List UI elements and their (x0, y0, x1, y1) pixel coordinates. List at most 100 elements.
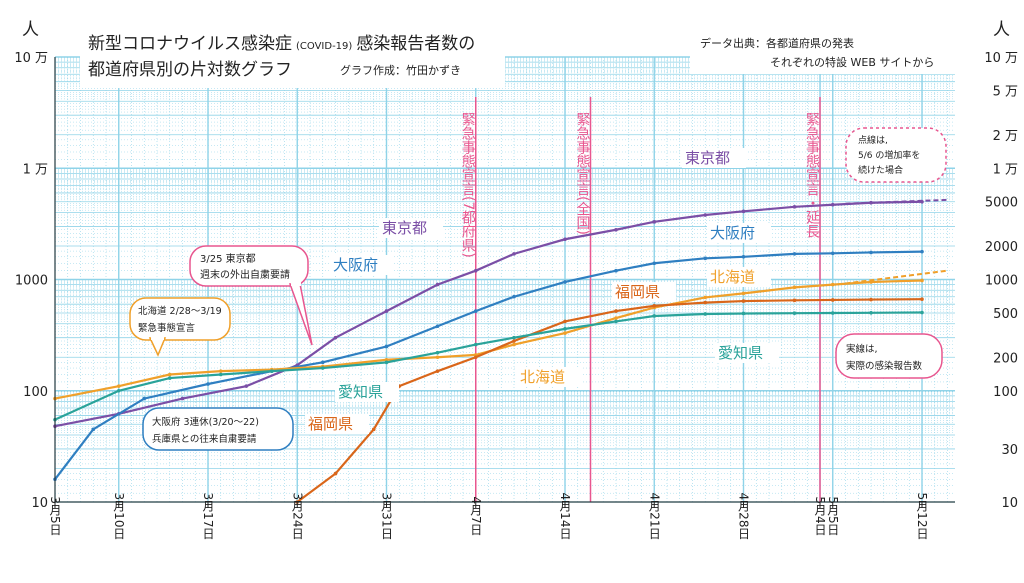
series-point (920, 278, 924, 283)
series-point (473, 342, 478, 347)
series-point (435, 350, 440, 355)
source-line1: データ出典：各都道府県の発表 (700, 36, 854, 50)
y-tick-right: 10 万 (984, 51, 1018, 66)
series-point (741, 209, 746, 214)
x-tick-label: 3月5日 (48, 496, 62, 535)
x-tick-label: 3月24日 (290, 493, 304, 540)
series-point (269, 369, 274, 373)
x-tick-label: 5月12日 (915, 493, 929, 540)
dotted-note-line2: 5/6 の増加率を (858, 149, 920, 161)
series-label-bg (379, 218, 443, 238)
title-line2: 都道府県別の片対数グラフ (88, 60, 292, 80)
callout-tokyo-request: 3/25 東京都 週末の外出自粛要請 (189, 245, 313, 346)
series-point (741, 254, 746, 259)
y-tick-right: 100 (993, 385, 1018, 400)
y-tick-left: 100 (23, 385, 48, 400)
data-source: データ出典：各都道府県の発表 それぞれの特設 WEB サイトから (690, 30, 960, 74)
y-tick-left: 10 万 (14, 51, 48, 66)
series-point (652, 314, 657, 318)
chart-title: 新型コロナウイルス感染症 (COVID-19) 感染報告者数の 都道府県別の片対数グ… (80, 28, 505, 88)
x-tick-label: 5月4日 (813, 496, 827, 535)
series-point (869, 250, 873, 255)
series-point (320, 360, 325, 365)
series-point (652, 304, 657, 308)
series-layer (53, 198, 948, 504)
series-point (435, 324, 440, 329)
source-line2: それぞれの特設 WEB サイトから (770, 55, 934, 69)
x-tick-label: 3月17日 (201, 493, 215, 540)
tokyo-request-line1: 3/25 東京都 (200, 252, 256, 265)
series-point (741, 299, 746, 303)
y-tick-right: 30 (1001, 443, 1018, 458)
osaka-hyogo-line2: 兵庫県との往来自粛要請 (152, 433, 257, 445)
series-point (167, 372, 172, 377)
y-tick-right: 10 (1001, 496, 1018, 511)
series-point (920, 297, 924, 302)
y-tick-right: 2 万 (993, 129, 1018, 144)
series-point (920, 249, 924, 254)
y-unit-right: 人 (993, 20, 1010, 40)
series-point (384, 357, 389, 362)
series-point (741, 311, 746, 316)
series-point (206, 382, 210, 386)
series-point (91, 427, 96, 432)
series-point (473, 309, 478, 313)
series-point (703, 300, 708, 305)
x-axis: 3月5日 3月10日 3月17日 3月24日 3月31日 4月7日 4月14日 4月21日 4月… (48, 493, 955, 540)
y-tick-right: 5000 (985, 196, 1018, 211)
x-tick-label: 5月5日 (826, 496, 840, 535)
y-tick-right: 1000 (985, 274, 1018, 289)
series-point (384, 360, 389, 365)
series-point (703, 312, 708, 316)
series-label-bg (517, 367, 581, 387)
osaka-hyogo-line1: 大阪府 3連休(3/20〜22) (152, 416, 259, 428)
series-label: 北海道 (520, 368, 565, 386)
series-point (218, 372, 223, 377)
series-point (563, 331, 567, 335)
series-point (563, 327, 567, 331)
x-tick-label: 4月21日 (647, 493, 661, 540)
series-label: 愛知県 (718, 344, 763, 362)
series-point (792, 298, 797, 303)
callout-dotted-note: 点線は, 5/6 の増加率を 続けた場合 (845, 127, 947, 183)
series-point (512, 294, 516, 299)
series-point (792, 311, 797, 315)
series-point (473, 355, 478, 360)
series-point (614, 316, 618, 320)
series-point (792, 252, 797, 256)
y-tick-right: 1 万 (993, 162, 1018, 177)
series-point (920, 310, 924, 315)
dotted-note-line3: 続けた場合 (858, 164, 903, 176)
series-point (333, 471, 338, 476)
y-tick-left: 1 万 (23, 162, 48, 177)
series-point (830, 282, 835, 287)
series-point (180, 396, 185, 401)
series-point (792, 205, 797, 209)
series-label: 大阪府 (333, 256, 378, 274)
series-point (792, 285, 797, 290)
series-label-bg (682, 148, 746, 168)
y-unit-left: 人 (22, 20, 39, 40)
series-point (512, 335, 516, 340)
series-label-bg (715, 343, 779, 363)
series-point (142, 396, 147, 401)
series-label: 福岡県 (615, 283, 660, 301)
author-credit: グラフ作成：竹田かずき (340, 63, 461, 77)
tokyo-request-line2: 週末の外出自粛要請 (200, 268, 290, 281)
series-point (830, 298, 835, 302)
series-label: 大阪府 (710, 224, 755, 242)
series-point (614, 309, 618, 313)
callout-osaka-hyogo: 大阪府 3連休(3/20〜22) 兵庫県との往来自粛要請 (142, 407, 294, 451)
series-point (320, 366, 325, 370)
series-label-bg (330, 255, 394, 275)
series-point (741, 291, 746, 296)
series-point (563, 280, 567, 284)
series-point (830, 251, 835, 256)
series-label-bg (707, 223, 771, 243)
x-tick-label: 4月7日 (469, 496, 483, 535)
series-point (614, 319, 618, 324)
series-point (512, 339, 516, 343)
series-point (512, 342, 516, 347)
hokkaido-emergency-line1: 北海道 2/28〜3/19 (138, 305, 222, 317)
